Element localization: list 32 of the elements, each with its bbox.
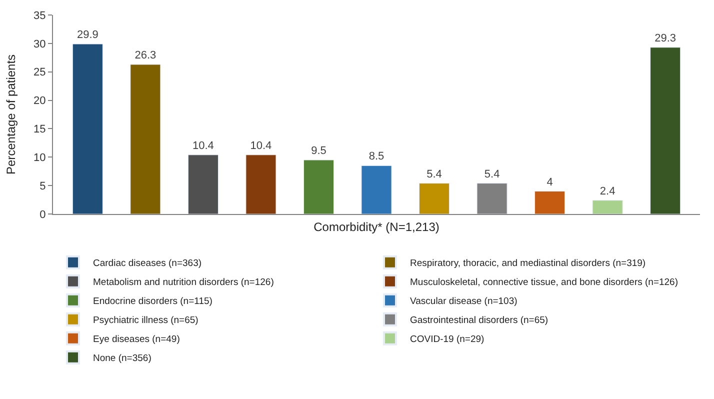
data-label: 29.9 bbox=[76, 29, 98, 41]
y-tick-label: 10 bbox=[34, 152, 46, 164]
y-tick-label: 15 bbox=[34, 124, 46, 136]
data-label: 5.4 bbox=[484, 168, 500, 180]
y-tick-label: 35 bbox=[34, 10, 46, 22]
legend-label: COVID-19 (n=29) bbox=[410, 334, 484, 346]
legend-label: Vascular disease (n=103) bbox=[410, 296, 518, 308]
legend-label: Psychiatric illness (n=65) bbox=[93, 315, 198, 326]
y-tick-label: 25 bbox=[34, 66, 46, 79]
legend-label: Metabolism and nutrition disorders (n=126) bbox=[93, 277, 274, 288]
legend-label: Endocrine disorders (n=115) bbox=[93, 296, 212, 308]
data-label: 4 bbox=[546, 176, 553, 188]
y-tick-label: 0 bbox=[40, 208, 46, 221]
x-axis-title: Comorbidity* (N=1,213) bbox=[314, 220, 440, 234]
y-tick-label: 5 bbox=[40, 180, 46, 192]
legend-label: Musculoskeletal, connective tissue, and bone disorders (n=126) bbox=[410, 277, 678, 288]
data-label: 8.5 bbox=[368, 150, 384, 163]
data-label: 29.3 bbox=[654, 32, 676, 44]
legend-label: Gastrointestinal disorders (n=65) bbox=[410, 315, 548, 326]
data-label: 5.4 bbox=[426, 168, 442, 180]
data-label: 26.3 bbox=[134, 49, 156, 62]
data-label: 9.5 bbox=[311, 144, 326, 157]
legend-label: Eye diseases (n=49) bbox=[93, 334, 180, 346]
y-tick-label: 20 bbox=[34, 95, 46, 108]
y-axis-title: Percentage of patients bbox=[4, 54, 18, 175]
legend-label: Respiratory, thoracic, and mediastinal disorders (n=319) bbox=[410, 258, 646, 270]
data-label: 10.4 bbox=[250, 140, 272, 152]
y-tick-label: 30 bbox=[34, 38, 46, 50]
legend-label: None (n=356) bbox=[93, 353, 152, 364]
legend-label: Cardiac diseases (n=363) bbox=[93, 258, 202, 270]
data-label: 10.4 bbox=[192, 140, 214, 152]
data-label: 2.4 bbox=[600, 185, 616, 198]
